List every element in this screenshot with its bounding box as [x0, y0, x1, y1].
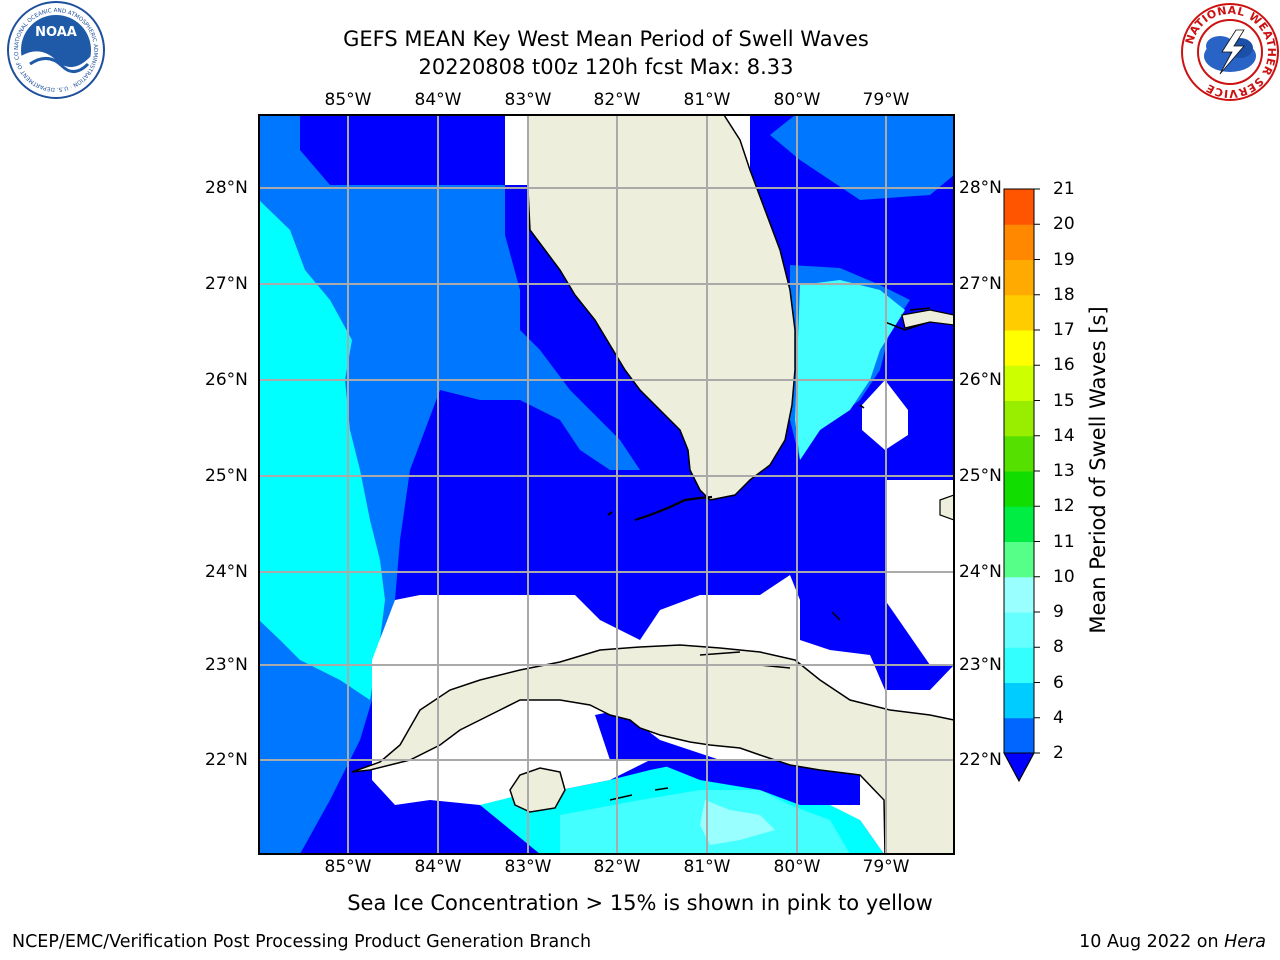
colorbar-segment: [1004, 259, 1034, 296]
lon-label-top-80w: 80°W: [773, 90, 821, 110]
lat-label-left-25n: 25°N: [205, 466, 248, 486]
lon-label-bottom-81w: 81°W: [683, 857, 731, 877]
map-frame: [258, 114, 955, 855]
colorbar-segment: [1004, 612, 1034, 648]
colorbar-tick-label: 8: [1053, 637, 1064, 658]
colorbar-tick-label: 13: [1053, 461, 1075, 481]
colorbar-tick-label: 17: [1053, 320, 1075, 340]
colorbar-segment: [1004, 541, 1034, 578]
grand-bahama: [901, 309, 954, 329]
swell-band-2-4-ne: [770, 115, 954, 200]
lat-label-right-26n: 26°N: [959, 370, 1002, 390]
map-area: [259, 115, 954, 854]
colorbar-tick-label: 20: [1053, 214, 1075, 235]
colorbar-segment: [1004, 365, 1034, 401]
lon-label-top-85w: 85°W: [324, 90, 372, 110]
colorbar-tick-label: 14: [1053, 425, 1075, 446]
colorbar-segment: [1004, 294, 1034, 331]
lon-label-bottom-85w: 85°W: [324, 857, 372, 877]
lat-label-right-24n: 24°N: [959, 562, 1002, 582]
deep-blue-south: [595, 710, 860, 805]
lon-label-top-81w: 81°W: [683, 90, 731, 110]
sea-ice-note: Sea Ice Concentration > 15% is shown in …: [347, 891, 933, 915]
colorbar-tick-label: 15: [1053, 390, 1075, 411]
colorbar-tick-label: 4: [1053, 707, 1064, 728]
footer-date-text: 10 Aug 2022 on: [1079, 932, 1225, 952]
colorbar-outline: [1003, 188, 1035, 783]
colorbar-segment: [1004, 330, 1034, 366]
colorbar-segment: [1004, 682, 1034, 719]
colorbar-segment: [1004, 717, 1034, 754]
lat-label-right-23n: 23°N: [959, 655, 1002, 675]
swell-band-8-9-south: [700, 800, 775, 845]
lat-label-left-24n: 24°N: [205, 562, 248, 582]
cuba-cays: [609, 651, 791, 801]
lon-label-top-84w: 84°W: [414, 90, 462, 110]
lon-label-top-79w: 79°W: [862, 90, 910, 110]
map-subtitle-run: 20220808 t00z 120h fcst Max: 8.33: [418, 55, 794, 79]
colorbar-label: Mean Period of Swell Waves [s]: [1086, 306, 1110, 634]
swell-band-4-6-west: [259, 200, 385, 700]
lat-label-right-25n: 25°N: [959, 466, 1002, 486]
lon-label-top-82w: 82°W: [593, 90, 641, 110]
colorbar-segment: [1004, 435, 1034, 472]
florida-land: [527, 115, 796, 501]
lat-label-left-28n: 28°N: [205, 178, 248, 198]
colorbar-tick-label: 6: [1053, 672, 1064, 693]
colorbar-tick-label: 16: [1053, 355, 1075, 376]
lat-label-left-23n: 23°N: [205, 655, 248, 675]
swell-band-6-8-east: [795, 280, 905, 460]
east-land: [939, 494, 954, 521]
colorbar-extend-arrow: [1003, 752, 1035, 783]
noaa-logo: NOAA NATIONAL OCEANIC AND ATMOSPHERIC AD…: [0, 0, 105, 99]
florida-keys: [607, 495, 713, 522]
lon-label-bottom-83w: 83°W: [504, 857, 552, 877]
footer-date: 10 Aug 2022 on Hera: [1079, 932, 1266, 952]
lon-label-bottom-84w: 84°W: [414, 857, 462, 877]
isle-of-youth: [509, 767, 566, 813]
cuba-land: [351, 644, 954, 854]
lat-label-left-22n: 22°N: [205, 750, 248, 770]
lon-label-top-83w: 83°W: [504, 90, 552, 110]
nws-logo: NATIONAL WEATHER SERVICE: [1181, 3, 1279, 101]
lat-label-left-26n: 26°N: [205, 370, 248, 390]
map-title: GEFS MEAN Key West Mean Period of Swell …: [343, 27, 869, 51]
colorbar-tick-label: 2: [1053, 743, 1064, 763]
colorbar-segment: [1004, 471, 1034, 507]
colorbar-segment: [1004, 224, 1034, 260]
colorbar-tick-label: 19: [1053, 249, 1075, 270]
colorbar-tick-label: 18: [1053, 284, 1075, 305]
colorbar-tick-label: 10: [1053, 566, 1075, 587]
lon-label-bottom-79w: 79°W: [862, 857, 910, 877]
lat-label-right-28n: 28°N: [959, 178, 1002, 198]
graticule: [259, 115, 954, 854]
colorbar-segment: [1004, 576, 1034, 613]
lon-label-bottom-82w: 82°W: [593, 857, 641, 877]
colorbar-tick-label: 21: [1053, 179, 1075, 199]
lon-label-bottom-80w: 80°W: [773, 857, 821, 877]
colorbar-segment: [1004, 506, 1034, 542]
lat-label-right-22n: 22°N: [959, 750, 1002, 770]
colorbar-segment: [1004, 400, 1034, 437]
noaa-logo-text: NOAA: [35, 25, 77, 40]
colorbar-tick-label: 11: [1053, 531, 1075, 552]
colorbar: [1003, 188, 1040, 783]
lat-label-left-27n: 27°N: [205, 274, 248, 294]
colorbar-tick-label: 12: [1053, 496, 1075, 517]
colorbar-segment: [1004, 647, 1034, 683]
colorbar-tick-label: 9: [1053, 602, 1064, 622]
footer-machine: Hera: [1224, 932, 1266, 952]
footer-branch: NCEP/EMC/Verification Post Processing Pr…: [12, 932, 592, 952]
colorbar-segment: [1004, 189, 1034, 225]
lat-label-right-27n: 27°N: [959, 274, 1002, 294]
